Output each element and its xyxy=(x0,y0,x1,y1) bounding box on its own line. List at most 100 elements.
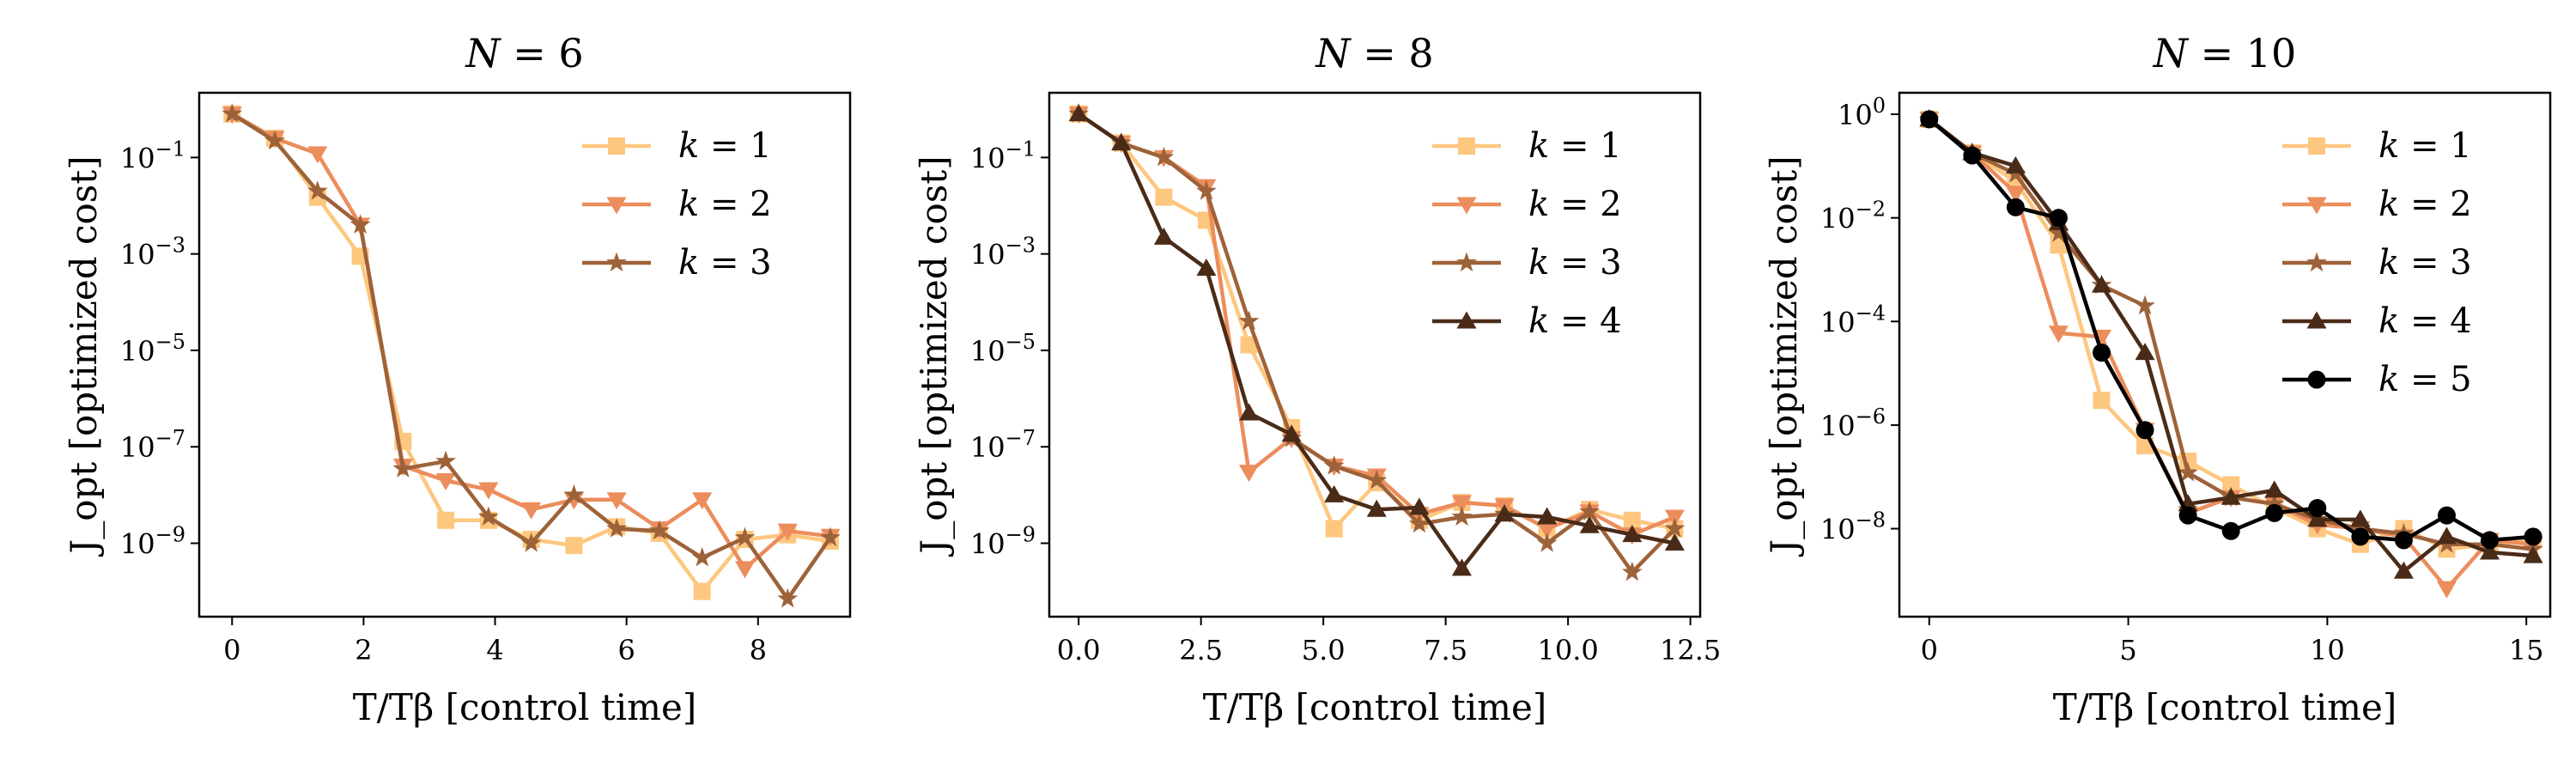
panel-0-legend-marker xyxy=(608,137,625,155)
panel-0-y-tick-label: 10−5 xyxy=(120,330,185,368)
panel-0-data-point-k-3 xyxy=(435,450,457,471)
panel-0-legend-label: k = 3 xyxy=(678,243,772,283)
panel-2-data-point-k-4 xyxy=(2480,542,2500,560)
panel-0-data-point-k-2 xyxy=(777,523,798,541)
panel-1-legend-marker xyxy=(1456,197,1477,215)
panel-1-legend-label: k = 3 xyxy=(1528,243,1622,283)
panel-0-plot-area xyxy=(222,103,841,608)
panel-2-data-point-k-4 xyxy=(2092,275,2112,293)
panel-2-data-point-k-5 xyxy=(2221,521,2240,540)
panel-0-data-point-k-3 xyxy=(563,484,585,504)
panel-1-x-tick-label: 12.5 xyxy=(1660,634,1721,666)
panel-0-data-point-k-2 xyxy=(307,146,328,164)
panel-n6: N = 6 T/Tβ [control time] J_opt [optimized… xyxy=(63,30,852,728)
panel-2-data-point-k-5 xyxy=(2481,531,2500,550)
panel-2-data-point-k-5 xyxy=(2093,344,2111,362)
panel-0-series-line-k-2 xyxy=(231,112,831,571)
panel-2-data-point-k-3 xyxy=(2135,295,2155,315)
panel-1-data-point-k-1 xyxy=(1155,188,1173,206)
panel-1-data-point-k-4 xyxy=(1324,484,1345,502)
panel-2-data-point-k-5 xyxy=(2308,499,2327,518)
panel-0-data-point-k-3 xyxy=(520,533,542,552)
panel-1-data-point-k-4 xyxy=(1366,499,1387,517)
panel-2-data-point-k-2 xyxy=(2005,186,2026,204)
panel-1-data-point-k-4 xyxy=(1451,558,1472,576)
panel-1-data-point-k-3 xyxy=(1323,455,1345,475)
panel-2-plot-area xyxy=(1918,108,2543,599)
panel-2-x-tick-label: 15 xyxy=(2509,634,2544,666)
panel-1-axes-frame xyxy=(1048,91,1702,618)
panel-1-y-tick-label: 10−3 xyxy=(970,234,1036,271)
panel-2-data-point-k-5 xyxy=(1963,146,1982,165)
panel-0-y-tick-label: 10−9 xyxy=(120,523,185,561)
panel-1-legend: k = 1 k = 2 k = 3 k = 4 xyxy=(1432,126,1622,341)
panel-1-legend-marker xyxy=(1458,137,1475,155)
panel-2-title: N = 10 xyxy=(2153,30,2297,76)
panel-1-legend-marker xyxy=(1456,311,1477,329)
panel-0-data-point-k-3 xyxy=(349,214,371,234)
panel-1-data-point-k-3 xyxy=(1579,501,1601,520)
panel-2-data-point-k-5 xyxy=(2351,527,2370,546)
panel-2-legend-label: k = 1 xyxy=(2379,126,2472,166)
panel-1-data-point-k-3 xyxy=(1153,146,1175,167)
panel-0-data-point-k-2 xyxy=(435,472,456,490)
panel-0-data-point-k-3 xyxy=(392,458,414,478)
panel-2-data-point-k-4 xyxy=(2005,155,2026,173)
panel-0-y-tick-label: 10−3 xyxy=(120,234,185,271)
panel-2-data-point-k-4 xyxy=(2393,561,2414,579)
panel-0-legend: k = 1 k = 2 k = 3 xyxy=(582,126,772,283)
panel-2-data-point-k-4 xyxy=(2307,509,2328,527)
panel-0-x-tick-label: 8 xyxy=(750,634,767,666)
panel-0-data-point-k-3 xyxy=(649,520,670,540)
panel-0-axes-frame xyxy=(197,91,852,618)
panel-2-data-point-k-4 xyxy=(2264,480,2285,498)
panel-1-y-tick-label: 10−5 xyxy=(970,330,1036,368)
panel-2-data-point-k-5 xyxy=(2136,421,2154,440)
panel-0-y-tick-label: 10−1 xyxy=(120,137,185,174)
panel-0-data-point-k-3 xyxy=(478,506,499,526)
panel-1-legend-marker xyxy=(1456,252,1477,272)
panel-1-data-point-k-4 xyxy=(1579,515,1600,533)
panel-0-x-tick-label: 0 xyxy=(223,634,240,666)
panel-0-x-tick-label: 6 xyxy=(617,634,635,666)
panel-2-data-point-k-2 xyxy=(2436,581,2457,599)
panel-2-legend-marker xyxy=(2307,370,2326,389)
panel-0-x-tick-label: 2 xyxy=(355,634,372,666)
panel-2-legend-label: k = 3 xyxy=(2379,243,2472,283)
panel-0-data-point-k-1 xyxy=(693,582,711,600)
panel-2-y-tick-label: 10−8 xyxy=(1820,508,1886,546)
panel-2-data-point-k-3 xyxy=(2178,461,2198,482)
panel-2-data-point-k-5 xyxy=(1920,110,1939,129)
panel-0-data-point-k-3 xyxy=(264,130,285,150)
panel-2-data-point-k-4 xyxy=(2523,545,2543,563)
panel-1-x-tick-label: 5.0 xyxy=(1302,634,1346,666)
panel-1-plot-area xyxy=(1068,103,1686,581)
panel-2-legend-marker xyxy=(2306,311,2327,329)
panel-2-x-tick-label: 10 xyxy=(2310,634,2345,666)
panel-2-data-point-k-5 xyxy=(2006,198,2025,216)
panel-1-y-tick-label: 10−1 xyxy=(970,137,1036,174)
panel-1-data-point-k-4 xyxy=(1537,507,1558,525)
panel-0-data-point-k-3 xyxy=(820,526,841,547)
panel-1-data-point-k-3 xyxy=(1366,469,1388,490)
panel-2-legend-marker xyxy=(2306,197,2327,215)
panel-1-data-point-k-3 xyxy=(1536,533,1558,552)
panel-1-data-point-k-4 xyxy=(1196,259,1217,277)
panel-1-data-point-k-3 xyxy=(1238,310,1260,331)
panel-0-legend-marker xyxy=(606,252,627,272)
panel-0-y-axis-label: J_opt [optimized cost] xyxy=(63,155,105,557)
panel-1-data-point-k-3 xyxy=(1196,180,1217,200)
panel-2-data-point-k-5 xyxy=(2049,209,2068,228)
panel-0-data-point-k-2 xyxy=(692,492,713,510)
panel-2-data-point-k-1 xyxy=(2222,476,2240,494)
panel-2-legend-marker xyxy=(2306,252,2327,272)
panel-0-data-point-k-3 xyxy=(734,526,756,547)
panel-0-data-point-k-2 xyxy=(606,492,627,510)
panel-1-y-tick-label: 10−7 xyxy=(970,426,1036,464)
panel-1-data-point-k-3 xyxy=(1451,506,1473,526)
panel-1-x-axis-label: T/Tβ [control time] xyxy=(1203,686,1546,728)
panel-2-y-axis-label: J_opt [optimized cost] xyxy=(1763,155,1805,557)
panel-2-x-tick-label: 0 xyxy=(1921,634,1938,666)
panel-1-data-point-k-4 xyxy=(1664,533,1685,551)
